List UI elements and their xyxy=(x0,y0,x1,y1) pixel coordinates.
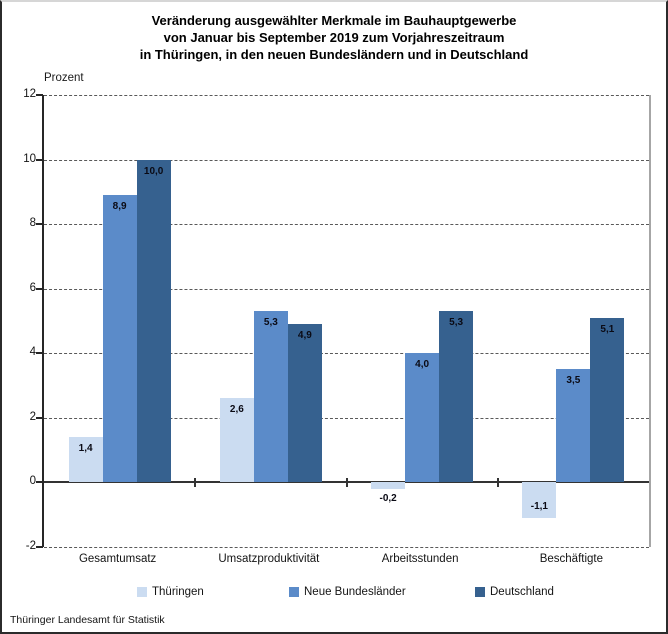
value-label-thueringen-gesamtumsatz: 1,4 xyxy=(78,443,93,455)
y-tick-mark xyxy=(36,352,43,355)
legend-item-thueringen: Thüringen xyxy=(137,586,204,598)
bar-thueringen-arbeitsstunden xyxy=(371,482,406,489)
bar-deutschland-arbeitsstunden xyxy=(439,311,474,483)
value-label-neue-bundeslaender-gesamtumsatz: 8,9 xyxy=(112,201,127,213)
y-tick-label: 10 xyxy=(23,152,36,165)
bar-neue-bundeslaender-gesamtumsatz xyxy=(102,195,137,483)
chart-title: Veränderung ausgewählter Merkmale im Bau… xyxy=(2,12,666,63)
chart-title-line1: Veränderung ausgewählter Merkmale im Bau… xyxy=(151,13,517,28)
legend-label-deutschland: Deutschland xyxy=(490,586,554,598)
bar-neue-bundeslaender-arbeitsstunden xyxy=(405,353,440,483)
legend-label-neue-bundeslaender: Neue Bundesländer xyxy=(304,586,406,598)
value-label-deutschland-arbeitsstunden: 5,3 xyxy=(449,317,464,329)
bar-neue-bundeslaender-beschaeftigte xyxy=(556,369,591,483)
chart-title-line3: in Thüringen, in den neuen Bundesländern… xyxy=(139,47,529,62)
gridline-2 xyxy=(44,417,649,419)
category-label-beschaeftigte: Beschäftigte xyxy=(539,553,604,565)
category-boundary-tick xyxy=(496,477,499,487)
source-note: Thüringer Landesamt für Statistik xyxy=(10,614,165,626)
gridline-6 xyxy=(44,288,649,290)
gridline-12 xyxy=(44,95,649,96)
category-label-umsatzproduktivitaet: Umsatzproduktivität xyxy=(218,553,320,565)
y-tick-mark xyxy=(36,158,43,161)
legend: Thüringen Neue Bundesländer Deutschland xyxy=(42,586,647,602)
value-label-neue-bundeslaender-umsatzproduktivitaet: 5,3 xyxy=(263,317,278,329)
legend-swatch-neue-bundeslaender xyxy=(289,587,299,597)
bar-deutschland-umsatzproduktivitaet xyxy=(287,324,322,483)
category-label-gesamtumsatz: Gesamtumsatz xyxy=(78,553,157,565)
value-label-thueringen-arbeitsstunden: -0,2 xyxy=(379,492,397,504)
bar-thueringen-gesamtumsatz xyxy=(68,437,103,483)
bar-deutschland-gesamtumsatz xyxy=(136,159,171,483)
y-tick-label: -2 xyxy=(25,540,36,552)
legend-item-neue-bundeslaender: Neue Bundesländer xyxy=(289,586,406,598)
y-axis-unit-label: Prozent xyxy=(44,72,84,84)
bar-neue-bundeslaender-umsatzproduktivitaet xyxy=(253,311,288,483)
gridline-4 xyxy=(44,353,649,355)
y-tick-mark xyxy=(36,546,43,548)
y-tick-label: 4 xyxy=(29,346,36,359)
gridline-10 xyxy=(44,159,649,161)
value-label-thueringen-beschaeftigte: -1,1 xyxy=(530,500,548,512)
value-label-deutschland-gesamtumsatz: 10,0 xyxy=(143,165,164,177)
y-tick-mark xyxy=(36,287,43,290)
legend-item-deutschland: Deutschland xyxy=(475,586,554,598)
legend-label-thueringen: Thüringen xyxy=(152,586,204,598)
category-boundary-tick xyxy=(345,477,348,487)
y-tick-mark xyxy=(36,223,43,226)
bar-thueringen-beschaeftigte xyxy=(522,482,557,518)
gridline--2 xyxy=(44,547,649,548)
plot-area: 12 10 8 6 4 2 0 -2 1,4 8,9 10,0 2,6 5,3 4,9 -0,2 4,0 5,3… xyxy=(23,88,651,552)
value-label-thueringen-umsatzproduktivitaet: 2,6 xyxy=(229,404,244,416)
legend-swatch-thueringen xyxy=(137,587,147,597)
bar-thueringen-umsatzproduktivitaet xyxy=(219,398,254,483)
category-boundary-tick xyxy=(194,477,197,487)
y-tick-label: 0 xyxy=(29,475,36,488)
category-label-arbeitsstunden: Arbeitsstunden xyxy=(381,553,459,565)
bar-deutschland-beschaeftigte xyxy=(590,317,625,483)
y-tick-mark xyxy=(36,481,43,484)
y-tick-mark xyxy=(36,416,43,419)
y-tick-mark xyxy=(36,94,43,96)
legend-swatch-deutschland xyxy=(475,587,485,597)
chart-title-line2: von Januar bis September 2019 zum Vorjah… xyxy=(163,30,505,45)
y-tick-label: 12 xyxy=(23,88,36,100)
category-axis-labels: Gesamtumsatz Umsatzproduktivität Arbeitsst… xyxy=(42,553,647,565)
value-label-neue-bundeslaender-beschaeftigte: 3,5 xyxy=(566,375,581,387)
gridline-8 xyxy=(44,224,649,226)
y-tick-label: 2 xyxy=(29,410,36,423)
value-label-deutschland-umsatzproduktivitaet: 4,9 xyxy=(297,330,312,342)
value-label-deutschland-beschaeftigte: 5,1 xyxy=(600,323,615,335)
y-tick-label: 6 xyxy=(29,281,36,294)
value-label-neue-bundeslaender-arbeitsstunden: 4,0 xyxy=(415,359,430,371)
y-tick-label: 8 xyxy=(29,217,36,230)
